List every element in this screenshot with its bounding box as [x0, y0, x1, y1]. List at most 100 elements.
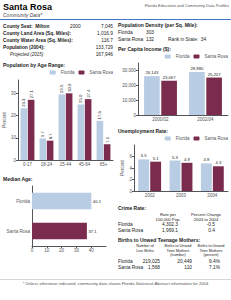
svg-text:0: 0 — [133, 113, 136, 118]
svg-text:Florida: Florida — [176, 136, 190, 141]
svg-text:Florida Education and Communit: Florida Education and Community Data Pro… — [145, 3, 229, 8]
svg-text:Percent: Percent — [2, 111, 7, 127]
svg-text:10,000: 10,000 — [122, 98, 136, 103]
svg-text:Number of: Number of — [136, 244, 155, 248]
svg-text:4: 4 — [129, 166, 132, 171]
svg-text:Rank in State: 34: Rank in State: 34 — [168, 37, 206, 42]
svg-text:Santa Rosa: Santa Rosa — [204, 54, 228, 59]
svg-text:30: 30 — [11, 91, 17, 96]
svg-text:7.1: 7.1 — [105, 136, 110, 142]
svg-text:Per Capita Income ($):: Per Capita Income ($): — [118, 46, 171, 52]
svg-text:4.3: 4.3 — [215, 160, 221, 165]
svg-text:Florida: Florida — [118, 259, 133, 264]
svg-text:1,016.9: 1,016.9 — [97, 31, 113, 36]
svg-text:10: 10 — [11, 135, 17, 140]
svg-text:40.1: 40.1 — [93, 199, 102, 204]
svg-text:Population by Age Range:: Population by Age Range: — [3, 62, 65, 68]
svg-text:30.0: 30.0 — [67, 83, 72, 92]
svg-text:0-17: 0-17 — [23, 162, 33, 167]
svg-text:Teen Mothers: Teen Mothers — [166, 249, 189, 253]
svg-text:20: 20 — [59, 248, 65, 253]
svg-text:30: 30 — [74, 248, 80, 253]
svg-text:5.1: 5.1 — [153, 156, 159, 161]
svg-text:County Water Area (Sq. Miles):: County Water Area (Sq. Miles): — [3, 38, 73, 43]
svg-text:27.4: 27.4 — [86, 89, 91, 98]
svg-text:County Land Area (Sq. Miles):: County Land Area (Sq. Miles): — [3, 31, 71, 36]
svg-text:Unemployment Rate:: Unemployment Rate: — [118, 128, 168, 134]
svg-text:Florida: Florida — [61, 70, 75, 75]
svg-text:(percent): (percent) — [203, 253, 219, 257]
svg-text:Projected (2015): Projected (2015) — [10, 52, 44, 57]
svg-text:45-64: 45-64 — [79, 162, 91, 167]
svg-text:133,729: 133,729 — [96, 45, 114, 50]
svg-text:Santa Rosa: Santa Rosa — [3, 2, 53, 12]
svg-text:110: 110 — [184, 265, 192, 270]
svg-text:2: 2 — [129, 177, 132, 182]
svg-text:25.0: 25.0 — [78, 94, 83, 103]
svg-text:1,568: 1,568 — [148, 265, 160, 270]
svg-text:28,980: 28,980 — [190, 66, 203, 71]
svg-text:-0.5: -0.5 — [207, 222, 216, 227]
svg-text:Florida: Florida — [118, 222, 133, 227]
svg-text:Community Data*: Community Data* — [3, 12, 43, 18]
svg-text:County Seat: Milton: County Seat: Milton — [3, 24, 49, 29]
svg-text:4.9: 4.9 — [184, 157, 190, 162]
svg-text:2004: 2004 — [207, 193, 218, 198]
svg-text:Live Births: Live Births — [136, 249, 154, 253]
svg-text:167,946: 167,946 — [96, 52, 114, 57]
svg-text:2000/02: 2000/02 — [152, 117, 169, 122]
svg-text:Births to Unwed: Births to Unwed — [198, 244, 225, 248]
svg-text:25-44: 25-44 — [60, 162, 72, 167]
svg-text:0.4: 0.4 — [208, 228, 215, 233]
svg-text:29.5: 29.5 — [59, 84, 64, 93]
svg-text:10: 10 — [44, 248, 50, 253]
svg-text:23,067: 23,067 — [163, 75, 176, 80]
svg-text:Santa Rosa: Santa Rosa — [89, 70, 113, 75]
svg-text:Population (2004):: Population (2004): — [3, 45, 45, 50]
svg-text:37.1: 37.1 — [88, 229, 97, 234]
svg-text:25,207: 25,207 — [208, 72, 221, 77]
svg-text:0: 0 — [129, 189, 132, 194]
svg-text:0: 0 — [31, 248, 34, 253]
svg-text:20,449: 20,449 — [177, 259, 192, 264]
svg-text:9.7: 9.7 — [40, 130, 45, 136]
svg-text:4.8: 4.8 — [203, 157, 209, 162]
svg-text:65+: 65+ — [100, 162, 108, 167]
svg-text:Florida: Florida — [176, 54, 190, 59]
svg-text:(number): (number) — [170, 253, 186, 257]
svg-text:132: 132 — [146, 37, 154, 42]
svg-text:2003: 2003 — [176, 193, 187, 198]
svg-text:Crime Rate:: Crime Rate: — [118, 205, 146, 211]
svg-text:303: 303 — [146, 30, 154, 35]
svg-text:7.1%: 7.1% — [209, 265, 221, 270]
svg-text:Santa Rosa: Santa Rosa — [118, 228, 143, 233]
svg-text:Santa Rosa: Santa Rosa — [118, 265, 143, 270]
svg-text:Santa Rosa: Santa Rosa — [118, 37, 143, 42]
svg-text:Births to Unwed: Births to Unwed — [165, 244, 192, 248]
svg-text:4,302.3: 4,302.3 — [162, 222, 178, 227]
svg-text:26,143: 26,143 — [145, 70, 158, 75]
svg-text:17.6: 17.6 — [97, 111, 102, 120]
svg-text:Florida: Florida — [118, 30, 133, 35]
svg-text:2002: 2002 — [145, 193, 156, 198]
svg-text:5.5: 5.5 — [141, 153, 147, 158]
svg-text:20,000: 20,000 — [122, 83, 136, 88]
svg-text:Population Density (per Sq. Mi: Population Density (per Sq. Mile): — [118, 22, 198, 28]
svg-text:2002/04: 2002/04 — [197, 117, 214, 122]
svg-text:23.3: 23.3 — [21, 98, 26, 107]
svg-text:Percent: Percent — [120, 159, 125, 175]
svg-text:Teen Mothers: Teen Mothers — [199, 249, 222, 253]
svg-text:7,045: 7,045 — [101, 24, 113, 29]
svg-text:Births to Unwed Teenage Mother: Births to Unwed Teenage Mothers: — [118, 237, 200, 243]
svg-text:Santa Rosa: Santa Rosa — [204, 136, 228, 141]
svg-text:1,969.1: 1,969.1 — [162, 228, 178, 233]
svg-text:20: 20 — [11, 113, 17, 118]
svg-text:Median Age:: Median Age: — [3, 176, 33, 182]
svg-text:5.3: 5.3 — [172, 155, 178, 160]
svg-text:40: 40 — [89, 248, 95, 253]
svg-text:0: 0 — [13, 158, 16, 163]
svg-text:6: 6 — [129, 154, 132, 159]
svg-text:8.7: 8.7 — [48, 133, 53, 139]
svg-text:27.1: 27.1 — [29, 89, 34, 98]
svg-text:116.7: 116.7 — [101, 38, 113, 43]
